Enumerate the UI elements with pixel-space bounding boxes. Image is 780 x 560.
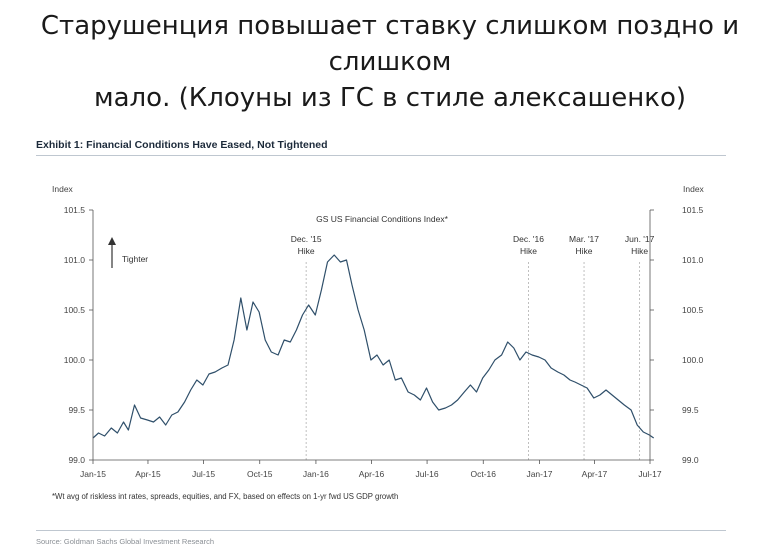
y-axis-label-left: Index <box>52 184 74 194</box>
source-note: Source: Goldman Sachs Global Investment … <box>36 537 215 546</box>
tighter-label: Tighter <box>122 254 148 264</box>
top-rule <box>36 155 726 156</box>
hike-label-date: Dec. '15 <box>291 234 322 244</box>
hike-label-date: Jun. '17 <box>625 234 655 244</box>
hike-label-date: Mar. '17 <box>569 234 599 244</box>
hike-label: Hike <box>631 246 648 256</box>
headline-line-2: мало. (Клоуны из ГС в стиле алексашенко) <box>94 83 686 113</box>
y-tick-label-right: 99.0 <box>682 455 699 465</box>
chart-title: GS US Financial Conditions Index* <box>316 214 449 224</box>
chart-footnote: *Wt avg of riskless int rates, spreads, … <box>52 492 398 501</box>
x-tick-label: Apr-16 <box>359 469 385 479</box>
hike-label-date: Dec. '16 <box>513 234 544 244</box>
y-tick-label-left: 100.0 <box>64 355 86 365</box>
y-tick-label-right: 100.5 <box>682 305 704 315</box>
y-tick-label-left: 100.5 <box>64 305 86 315</box>
hike-label: Hike <box>520 246 537 256</box>
tighter-indicator: Tighter <box>108 237 148 268</box>
x-tick-label: Jul-17 <box>638 469 661 479</box>
y-tick-label-right: 100.0 <box>682 355 704 365</box>
y-tick-label-left: 99.5 <box>68 405 85 415</box>
y-tick-label-right: 101.5 <box>682 205 704 215</box>
x-tick-label: Jan-15 <box>80 469 106 479</box>
x-tick-label: Jul-16 <box>415 469 438 479</box>
tighter-arrowhead-icon <box>108 237 116 245</box>
fci-series-line <box>92 254 655 439</box>
x-tick-label: Jan-16 <box>303 469 329 479</box>
y-tick-label-right: 101.0 <box>682 255 704 265</box>
headline-line-1: Старушенция повышает ставку слишком позд… <box>40 11 740 77</box>
bottom-rule <box>36 530 726 531</box>
x-tick-label: Jul-15 <box>192 469 215 479</box>
hike-label: Hike <box>298 246 315 256</box>
y-tick-label-left: 101.5 <box>64 205 86 215</box>
exhibit-title: Exhibit 1: Financial Conditions Have Eas… <box>36 139 328 151</box>
y-axis-label-right: Index <box>683 184 705 194</box>
x-tick-label: Oct-16 <box>471 469 497 479</box>
hike-label: Hike <box>576 246 593 256</box>
x-tick-label: Apr-17 <box>582 469 608 479</box>
x-tick-label: Jan-17 <box>526 469 552 479</box>
y-tick-label-right: 99.5 <box>682 405 699 415</box>
y-tick-label-left: 101.0 <box>64 255 86 265</box>
y-tick-label-left: 99.0 <box>68 455 85 465</box>
x-tick-label: Oct-15 <box>247 469 273 479</box>
headline: Старушенция повышает ставку слишком позд… <box>0 8 780 116</box>
x-tick-label: Apr-15 <box>135 469 161 479</box>
